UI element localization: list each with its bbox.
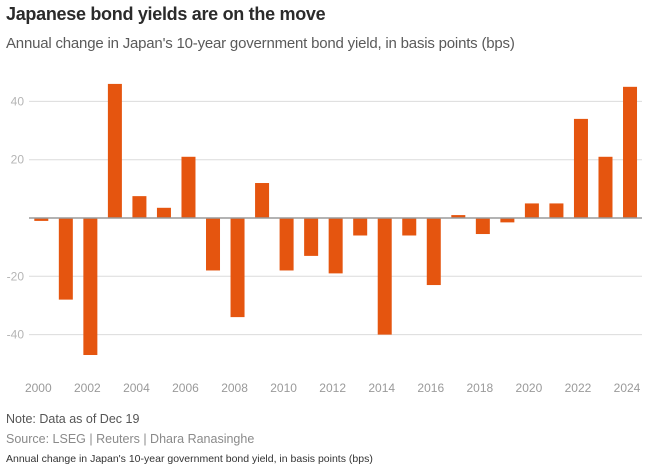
chart-caption: Annual change in Japan's 10-year governm… <box>6 453 373 465</box>
bar-2014 <box>377 218 392 335</box>
x-tick-label: 2008 <box>221 381 248 395</box>
bars <box>34 83 638 356</box>
bar-2004 <box>132 196 147 218</box>
x-axis-ticks: 2000 2002 2004 2006 2008 2010 2012 2014 2016 2018… <box>25 381 641 395</box>
y-tick-label: 20 <box>11 153 25 167</box>
x-tick-label: 2010 <box>270 381 297 395</box>
x-tick-label: 2024 <box>614 381 641 395</box>
x-tick-label: 2012 <box>319 381 346 395</box>
y-tick-label: -40 <box>7 328 25 342</box>
chart-title: Japanese bond yields are on the move <box>6 4 326 24</box>
bar-2005 <box>156 207 171 218</box>
bar-2010 <box>279 218 294 271</box>
chart-note: Note: Data as of Dec 19 <box>6 412 140 426</box>
y-tick-label: -20 <box>7 269 25 283</box>
bar-2000 <box>34 218 49 221</box>
bar-2013 <box>353 218 368 236</box>
bar-2016 <box>426 218 441 286</box>
bar-2002 <box>83 218 98 356</box>
y-axis-ticks: 40 20 -20 -40 <box>7 94 25 341</box>
bar-2021 <box>549 203 564 218</box>
x-tick-label: 2000 <box>25 381 52 395</box>
chart-source: Source: LSEG | Reuters | Dhara Ranasingh… <box>6 432 255 446</box>
x-tick-label: 2004 <box>123 381 150 395</box>
bar-2018 <box>475 218 490 235</box>
chart-subtitle: Annual change in Japan's 10-year governm… <box>6 35 515 52</box>
x-tick-label: 2014 <box>368 381 395 395</box>
bar-2007 <box>206 218 221 271</box>
bar-2003 <box>107 83 122 218</box>
x-tick-label: 2016 <box>417 381 444 395</box>
x-tick-label: 2020 <box>516 381 543 395</box>
bar-2019 <box>500 218 515 223</box>
bar-2011 <box>304 218 319 256</box>
x-tick-label: 2022 <box>565 381 592 395</box>
bar-2023 <box>598 156 613 218</box>
x-tick-label: 2018 <box>466 381 493 395</box>
bar-2008 <box>230 218 245 318</box>
bar-2024 <box>623 86 638 218</box>
x-tick-label: 2006 <box>172 381 199 395</box>
bar-2022 <box>573 118 588 218</box>
bar-2017 <box>451 215 466 218</box>
bar-2015 <box>402 218 417 236</box>
bar-2006 <box>181 156 196 218</box>
bar-2009 <box>255 183 270 218</box>
bar-2001 <box>58 218 73 300</box>
y-tick-label: 40 <box>11 94 25 108</box>
gridlines <box>29 100 642 336</box>
bar-2012 <box>328 218 343 274</box>
bar-2020 <box>524 203 539 218</box>
x-tick-label: 2002 <box>74 381 101 395</box>
